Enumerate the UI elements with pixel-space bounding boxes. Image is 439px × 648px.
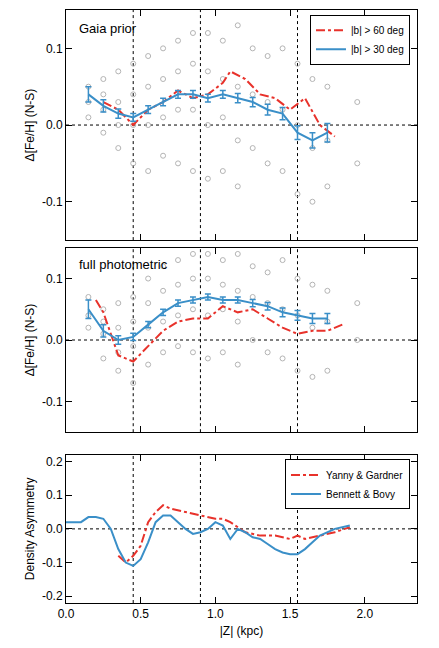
svg-text:2.0: 2.0 — [356, 607, 373, 621]
svg-text:0.0: 0.0 — [46, 522, 63, 536]
svg-text:Gaia prior: Gaia prior — [79, 21, 137, 36]
svg-text:-0.1: -0.1 — [42, 395, 63, 409]
svg-text:0.2: 0.2 — [46, 455, 63, 469]
svg-text:0.1: 0.1 — [46, 272, 63, 286]
svg-text:0.0: 0.0 — [58, 607, 75, 621]
svg-text:full photometric: full photometric — [79, 257, 168, 272]
svg-text:0.0: 0.0 — [46, 118, 63, 132]
svg-text:0.5: 0.5 — [132, 607, 149, 621]
svg-text:Density Asymmetry: Density Asymmetry — [23, 478, 37, 581]
svg-text:1.0: 1.0 — [207, 607, 224, 621]
svg-text:-0.1: -0.1 — [42, 556, 63, 570]
svg-text:-0.2: -0.2 — [42, 589, 63, 603]
svg-text:|Z| (kpc): |Z| (kpc) — [220, 624, 264, 638]
svg-text:Bennett & Bovy: Bennett & Bovy — [326, 489, 395, 500]
svg-text:Δ[Fe/H] (N-S): Δ[Fe/H] (N-S) — [23, 304, 37, 377]
svg-text:0.1: 0.1 — [46, 488, 63, 502]
svg-text:1.5: 1.5 — [282, 607, 299, 621]
svg-text:|b| > 30 deg: |b| > 30 deg — [351, 44, 404, 55]
svg-text:0.0: 0.0 — [46, 333, 63, 347]
svg-text:|b| > 60 deg: |b| > 60 deg — [351, 25, 404, 36]
svg-text:-0.1: -0.1 — [42, 195, 63, 209]
svg-text:Δ[Fe/H] (N-S): Δ[Fe/H] (N-S) — [23, 89, 37, 162]
svg-text:0.1: 0.1 — [46, 42, 63, 56]
svg-text:Yanny & Gardner: Yanny & Gardner — [326, 470, 403, 481]
